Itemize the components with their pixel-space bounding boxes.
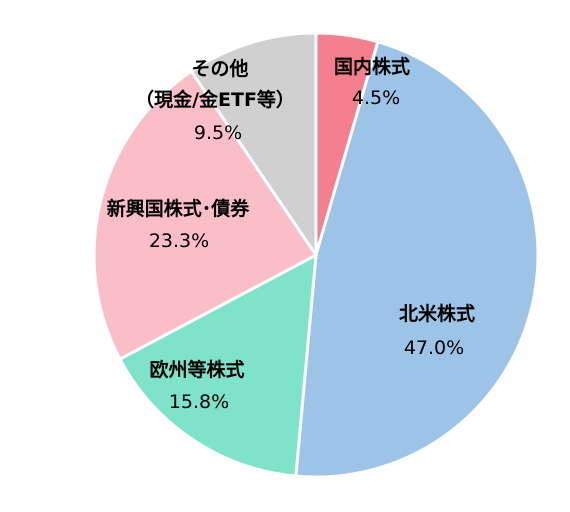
slice-value-domestic: 4.5% — [352, 87, 400, 109]
slice-label-domestic: 国内株式 — [334, 55, 410, 78]
slice-sublabel-other: （現金/金ETF等） — [135, 88, 295, 111]
slice-value-other: 9.5% — [194, 122, 242, 144]
slice-value-europe: 15.8% — [169, 391, 229, 413]
slice-label-europe: 欧州等株式 — [149, 358, 244, 381]
slice-value-north-america: 47.0% — [404, 337, 464, 359]
slice-label-other: その他 — [191, 57, 248, 80]
slice-label-north-america: 北米株式 — [399, 302, 475, 325]
slice-value-emerging: 23.3% — [149, 230, 209, 252]
slice-label-emerging: 新興国株式･債券 — [107, 197, 251, 220]
